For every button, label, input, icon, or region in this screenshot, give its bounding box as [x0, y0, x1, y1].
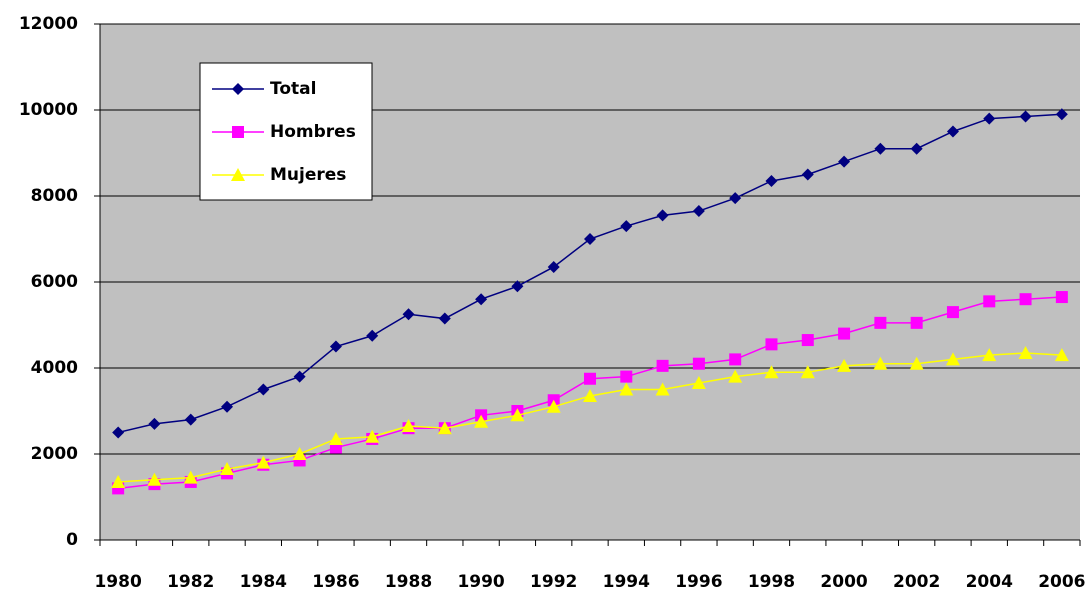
marker — [1055, 291, 1068, 304]
marker — [111, 474, 126, 488]
marker — [401, 419, 416, 433]
marker — [1018, 345, 1033, 359]
marker — [546, 399, 561, 413]
marker — [800, 365, 815, 379]
y-tick-label: 12000 — [19, 14, 78, 34]
marker — [292, 447, 307, 460]
legend-label: Total — [270, 79, 316, 99]
marker — [231, 168, 245, 181]
legend-label: Hombres — [270, 122, 356, 142]
marker — [910, 316, 923, 329]
marker — [510, 408, 525, 422]
marker — [946, 125, 959, 138]
x-tick-label: 1990 — [457, 572, 504, 592]
y-tick-label: 10000 — [19, 100, 78, 120]
marker — [1055, 108, 1068, 121]
x-tick-label: 1986 — [312, 572, 359, 592]
marker — [692, 205, 705, 218]
marker — [909, 356, 924, 370]
marker — [619, 382, 634, 396]
x-tick-label: 1980 — [94, 572, 141, 592]
marker — [511, 280, 524, 293]
x-tick-label: 1984 — [240, 572, 287, 592]
marker — [583, 388, 597, 402]
marker — [946, 306, 959, 319]
legend-label: Mujeres — [270, 165, 346, 185]
marker — [257, 383, 270, 396]
marker — [874, 316, 887, 329]
marker — [729, 353, 742, 366]
marker — [366, 329, 379, 342]
marker — [620, 370, 633, 383]
marker — [438, 312, 451, 325]
marker — [729, 192, 742, 205]
marker — [910, 142, 923, 155]
marker — [584, 372, 596, 385]
marker — [656, 359, 669, 372]
marker — [256, 455, 271, 469]
marker — [474, 414, 489, 428]
marker — [148, 417, 161, 430]
marker — [838, 155, 851, 168]
marker — [221, 400, 234, 413]
x-tick-label: 2000 — [820, 572, 867, 592]
marker — [765, 174, 778, 187]
marker — [692, 357, 705, 370]
marker — [547, 260, 560, 273]
marker — [402, 308, 415, 321]
marker — [329, 340, 342, 353]
marker — [838, 327, 851, 340]
marker — [801, 168, 814, 181]
marker — [1019, 110, 1032, 123]
marker — [655, 382, 670, 396]
marker — [584, 233, 596, 245]
marker — [837, 358, 852, 372]
y-tick-label: 4000 — [31, 358, 78, 378]
marker — [656, 209, 669, 222]
x-tick-label: 1998 — [748, 572, 795, 592]
marker — [365, 429, 380, 443]
marker — [328, 431, 343, 445]
x-tick-label: 1994 — [603, 572, 650, 592]
marker — [982, 348, 997, 362]
x-tick-label: 1992 — [530, 572, 577, 592]
marker — [983, 295, 996, 308]
marker — [764, 365, 779, 379]
y-tick-label: 0 — [66, 530, 78, 550]
marker — [728, 369, 743, 383]
marker — [184, 413, 197, 426]
y-tick-label: 6000 — [31, 272, 78, 292]
marker — [874, 142, 887, 155]
x-tick-label: 2006 — [1038, 572, 1085, 592]
y-tick-label: 8000 — [31, 186, 78, 206]
x-tick-label: 2002 — [893, 572, 940, 592]
x-tick-label: 2004 — [966, 572, 1013, 592]
legend: Total Hombres Mujeres — [199, 62, 373, 201]
marker — [945, 352, 960, 366]
marker — [437, 421, 452, 435]
y-tick-label: 2000 — [31, 444, 78, 464]
marker — [232, 83, 244, 95]
marker — [1019, 293, 1032, 306]
marker — [691, 376, 706, 390]
marker — [1054, 348, 1069, 362]
x-tick-label: 1988 — [385, 572, 432, 592]
marker — [147, 472, 162, 486]
x-tick-label: 1982 — [167, 572, 214, 592]
marker — [220, 462, 235, 476]
marker — [232, 126, 244, 138]
marker — [620, 220, 633, 233]
marker — [183, 470, 198, 484]
marker — [293, 370, 306, 383]
marker — [801, 334, 814, 347]
marker — [873, 356, 888, 370]
marker — [475, 293, 488, 306]
marker — [983, 112, 996, 125]
x-tick-label: 1996 — [675, 572, 722, 592]
marker — [112, 426, 125, 439]
marker — [765, 338, 778, 351]
